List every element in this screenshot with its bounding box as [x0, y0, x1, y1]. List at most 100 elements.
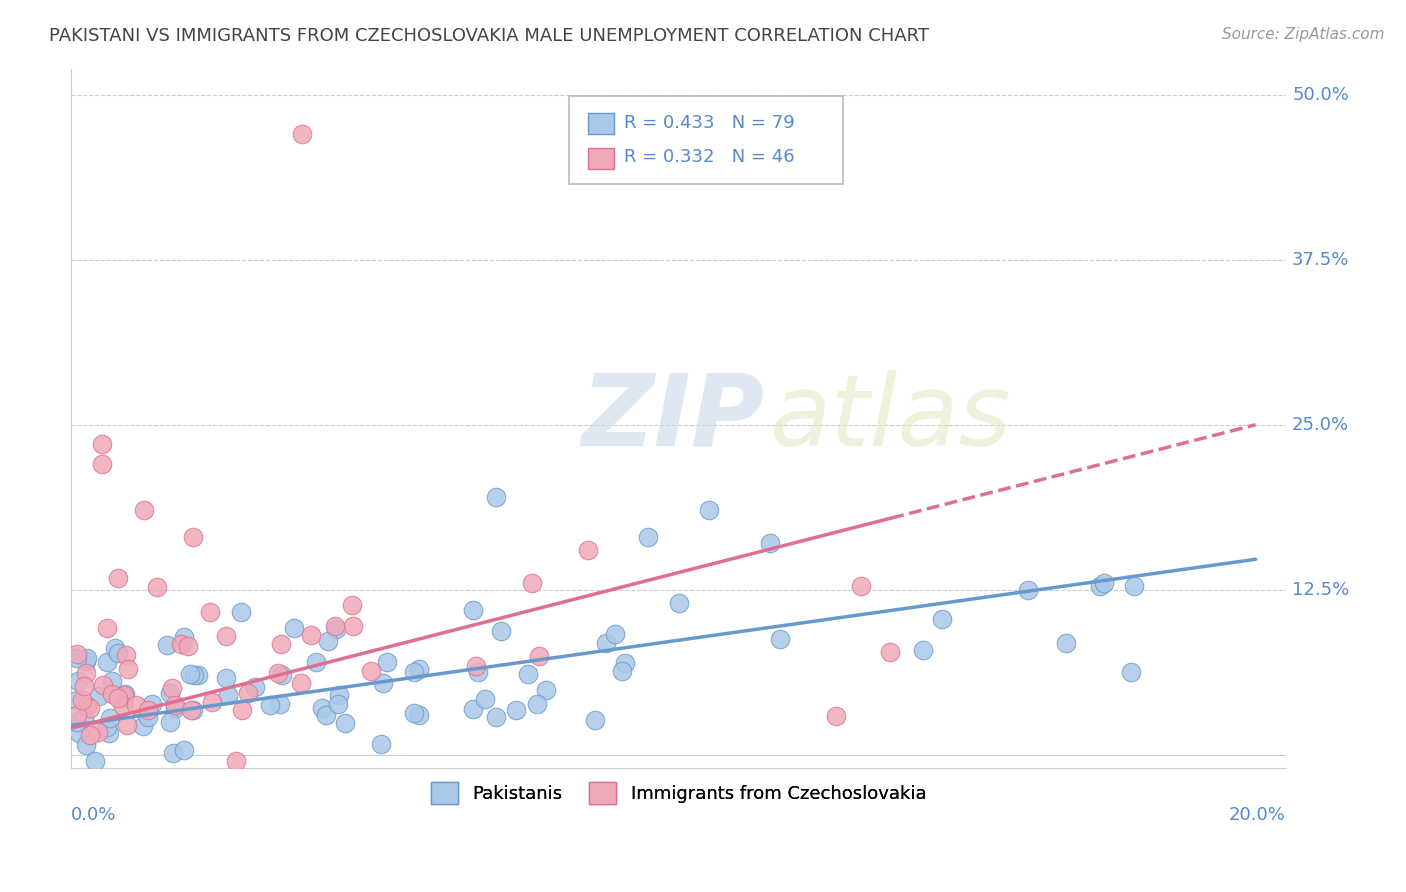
- Point: [485, 490, 508, 504]
- Point: [668, 596, 690, 610]
- Point: [177, 639, 200, 653]
- Point: [72, 709, 94, 723]
- Text: 25.0%: 25.0%: [1292, 416, 1350, 434]
- Point: [879, 645, 901, 659]
- Point: [159, 714, 181, 729]
- Text: 0.0%: 0.0%: [72, 806, 117, 824]
- Text: 20.0%: 20.0%: [1229, 806, 1286, 824]
- Point: [114, 687, 136, 701]
- Point: [114, 648, 136, 662]
- Point: [911, 643, 934, 657]
- Point: [931, 612, 953, 626]
- Point: [96, 622, 118, 636]
- Point: [200, 695, 222, 709]
- Point: [461, 702, 484, 716]
- Point: [465, 659, 488, 673]
- Point: [112, 699, 135, 714]
- Point: [243, 680, 266, 694]
- Point: [311, 700, 333, 714]
- Point: [325, 622, 347, 636]
- Text: 12.5%: 12.5%: [1292, 581, 1350, 599]
- Point: [96, 655, 118, 669]
- Point: [610, 665, 633, 679]
- Text: R = 0.433   N = 79: R = 0.433 N = 79: [624, 114, 794, 132]
- Point: [328, 697, 350, 711]
- Point: [79, 729, 101, 743]
- Point: [520, 575, 543, 590]
- Point: [402, 665, 425, 680]
- Point: [107, 571, 129, 585]
- Point: [155, 638, 177, 652]
- Point: [117, 718, 139, 732]
- Point: [183, 668, 205, 682]
- Point: [291, 128, 314, 142]
- Point: [198, 605, 221, 619]
- Point: [187, 668, 209, 682]
- Point: [1092, 576, 1115, 591]
- Point: [769, 632, 792, 647]
- Point: [229, 605, 252, 619]
- Point: [76, 651, 98, 665]
- Point: [101, 687, 124, 701]
- Point: [163, 698, 186, 712]
- Text: 37.5%: 37.5%: [1292, 251, 1350, 268]
- Point: [270, 667, 292, 681]
- Point: [583, 713, 606, 727]
- Point: [697, 503, 720, 517]
- Point: [266, 665, 288, 680]
- Point: [217, 688, 239, 702]
- Point: [408, 708, 430, 723]
- Point: [96, 720, 118, 734]
- Point: [169, 637, 191, 651]
- Point: [66, 715, 89, 730]
- Point: [534, 683, 557, 698]
- Point: [179, 667, 201, 681]
- Point: [283, 621, 305, 635]
- Point: [238, 686, 260, 700]
- Point: [66, 674, 89, 689]
- Point: [315, 708, 337, 723]
- Point: [75, 654, 97, 668]
- Point: [299, 628, 322, 642]
- Point: [1121, 665, 1143, 679]
- Point: [173, 742, 195, 756]
- Point: [461, 603, 484, 617]
- Point: [849, 579, 872, 593]
- Point: [72, 693, 94, 707]
- Point: [259, 698, 281, 713]
- Point: [180, 702, 202, 716]
- Point: [159, 685, 181, 699]
- Point: [340, 598, 363, 612]
- Point: [66, 708, 89, 723]
- Point: [136, 702, 159, 716]
- Point: [90, 457, 112, 471]
- Point: [824, 709, 846, 723]
- Point: [104, 640, 127, 655]
- Point: [614, 656, 637, 670]
- Point: [107, 646, 129, 660]
- Point: [270, 637, 292, 651]
- Point: [342, 618, 364, 632]
- Point: [603, 627, 626, 641]
- Point: [1017, 582, 1039, 597]
- Point: [1123, 579, 1146, 593]
- Point: [377, 655, 399, 669]
- Point: [526, 697, 548, 711]
- Point: [112, 690, 135, 705]
- Point: [360, 664, 382, 678]
- Point: [758, 536, 780, 550]
- Point: [162, 746, 184, 760]
- Point: [134, 503, 156, 517]
- Point: [141, 697, 163, 711]
- Point: [328, 688, 350, 702]
- Point: [83, 754, 105, 768]
- Legend: Pakistanis, Immigrants from Czechoslovakia: Pakistanis, Immigrants from Czechoslovak…: [423, 774, 934, 811]
- Point: [145, 580, 167, 594]
- Text: 50.0%: 50.0%: [1292, 86, 1348, 103]
- Text: ZIP: ZIP: [582, 369, 765, 467]
- Point: [181, 530, 204, 544]
- Point: [86, 725, 108, 739]
- Point: [225, 754, 247, 768]
- Point: [637, 530, 659, 544]
- Point: [163, 701, 186, 715]
